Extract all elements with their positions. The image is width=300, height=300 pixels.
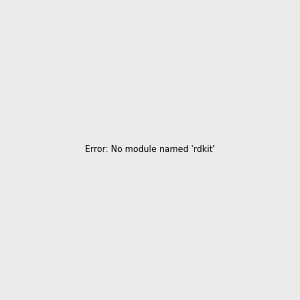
Text: Error: No module named 'rdkit': Error: No module named 'rdkit' [85, 146, 215, 154]
